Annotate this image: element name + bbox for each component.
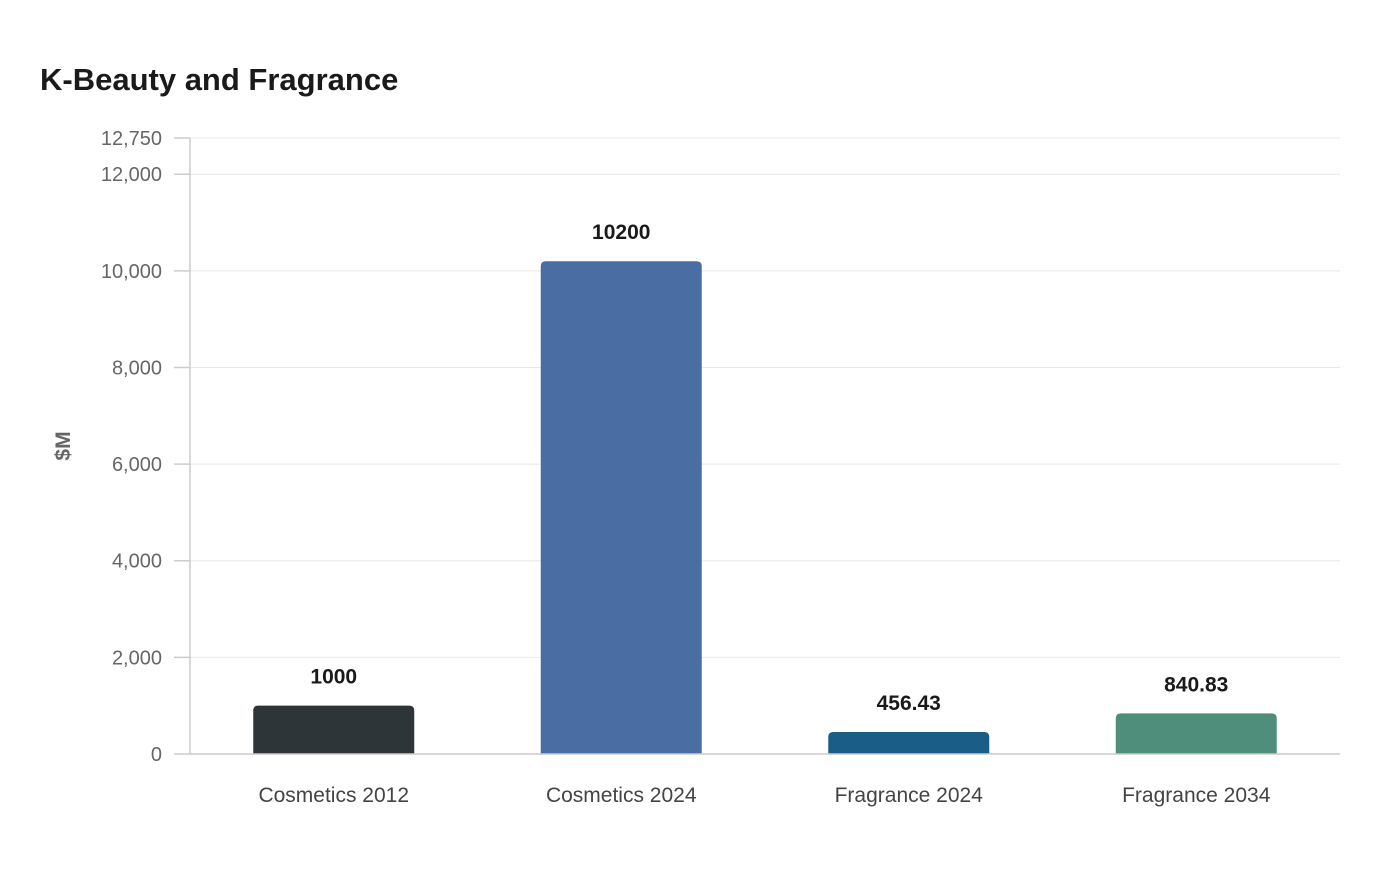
y-tick-label: 10,000: [101, 261, 162, 283]
y-tick-label: 12,750: [101, 128, 162, 150]
bar: [1115, 713, 1277, 754]
bar: [253, 705, 415, 754]
axes: [189, 138, 1340, 755]
y-axis-title: $M: [52, 431, 75, 460]
chart-title: K-Beauty and Fragrance: [40, 62, 399, 97]
y-tick-labels: 0 2,000 4,000 6,000 8,000 10,000 12,000 12,750: [101, 128, 190, 766]
y-tick-label: 2,000: [112, 647, 162, 669]
data-labels: 1000 10200 456.43 840.83: [310, 221, 1228, 715]
bar: [540, 261, 702, 754]
bar: [828, 731, 990, 754]
y-tick-label: 6,000: [112, 454, 162, 476]
y-tick-label: 12,000: [101, 164, 162, 186]
y-tick-label: 0: [151, 744, 162, 766]
x-tick-label: Fragrance 2034: [1122, 784, 1271, 807]
x-tick-labels: Cosmetics 2012 Cosmetics 2024 Fragrance 20…: [258, 784, 1270, 807]
y-tick-label: 4,000: [112, 551, 162, 573]
bars: [253, 261, 1277, 754]
x-tick-label: Fragrance 2024: [835, 784, 984, 807]
y-tick-label: 8,000: [112, 357, 162, 379]
x-tick-label: Cosmetics 2024: [546, 784, 697, 807]
data-label: 10200: [592, 221, 650, 244]
data-label: 1000: [310, 666, 357, 689]
gridlines: [190, 137, 1340, 658]
data-label: 456.43: [877, 692, 941, 715]
data-label: 840.83: [1164, 673, 1228, 696]
x-tick-label: Cosmetics 2012: [258, 784, 409, 807]
